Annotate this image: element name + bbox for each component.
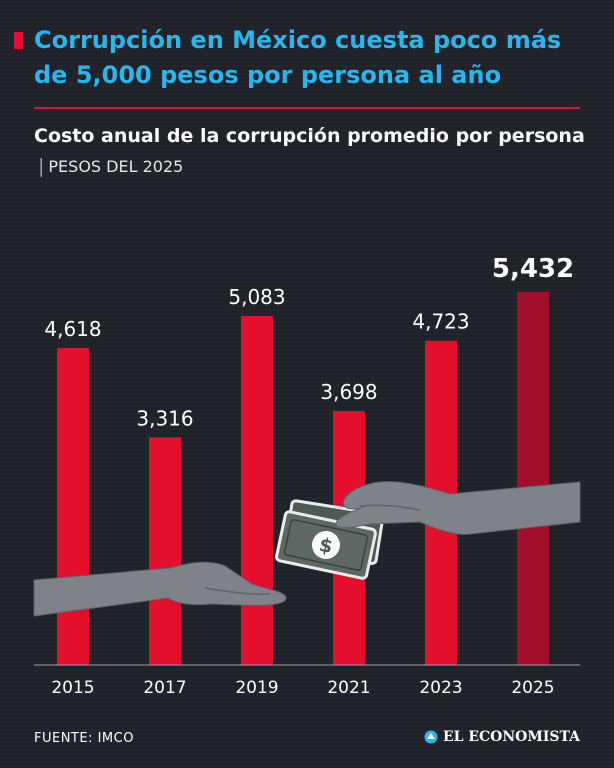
tick-label-2023: 2023 <box>419 678 462 698</box>
brand-name: EL ECONOMISTA <box>442 729 580 745</box>
tick-label-2019: 2019 <box>235 678 278 698</box>
value-label-2025: 5,432 <box>492 254 574 284</box>
bar-2017 <box>149 437 181 665</box>
source-note: FUENTE: IMCO <box>34 731 134 746</box>
brand: EL ECONOMISTA <box>424 729 580 745</box>
subtitle-separator: | <box>38 155 45 177</box>
tick-labels-layer: 2015 2017 2019 2021 2023 2025 <box>51 678 554 698</box>
value-label-2015: 4,618 <box>44 317 101 341</box>
hand-giving-money-illustration: $ <box>33 481 581 617</box>
bars-layer <box>57 292 549 665</box>
chart-subtitle: Costo anual de la corrupción promedio po… <box>34 121 594 182</box>
headline-divider <box>34 107 580 109</box>
value-label-2019: 5,083 <box>228 285 285 309</box>
tick-label-2015: 2015 <box>51 678 94 698</box>
dollar-icon: $ <box>317 534 335 558</box>
value-label-2023: 4,723 <box>412 310 469 334</box>
tick-label-2021: 2021 <box>327 678 370 698</box>
bar-2015 <box>57 347 89 665</box>
bar-2019 <box>241 315 273 665</box>
chart-title: Costo anual de la corrupción promedio po… <box>34 125 585 147</box>
tick-label-2025: 2025 <box>511 678 554 698</box>
value-label-2017: 3,316 <box>136 406 193 430</box>
value-labels-layer: 4,618 3,316 5,083 3,698 4,723 5,432 <box>44 254 574 430</box>
value-label-2021: 3,698 <box>320 380 377 404</box>
el-economista-logo-icon <box>424 730 438 744</box>
headline-accent-mark <box>14 32 23 49</box>
tick-label-2017: 2017 <box>143 678 186 698</box>
bar-2025 <box>517 292 549 665</box>
chart-unit: PESOS DEL 2025 <box>48 157 184 176</box>
headline: Corrupción en México cuesta poco más de … <box>34 26 562 89</box>
